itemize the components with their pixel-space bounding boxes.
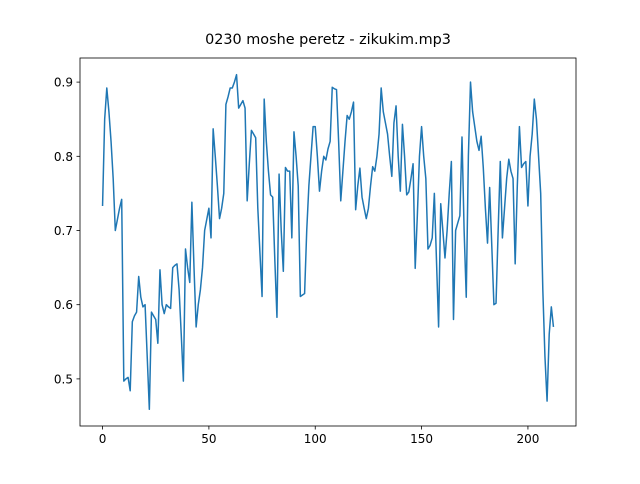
y-tick-label: 0.8 <box>54 150 73 164</box>
x-tick-label: 50 <box>201 432 216 446</box>
y-tick-label: 0.7 <box>54 224 73 238</box>
x-tick-label: 100 <box>304 432 327 446</box>
y-tick-label: 0.6 <box>54 298 73 312</box>
plot-frame <box>79 57 577 427</box>
chart-title: 0230 moshe peretz - zikukim.mp3 <box>205 32 451 48</box>
x-tick-label: 0 <box>99 432 107 446</box>
x-tick-label: 150 <box>410 432 433 446</box>
data-line <box>101 73 555 411</box>
x-tick-label: 200 <box>516 432 539 446</box>
y-tick-label: 0.5 <box>54 372 73 386</box>
y-tick-label: 0.9 <box>54 76 73 90</box>
